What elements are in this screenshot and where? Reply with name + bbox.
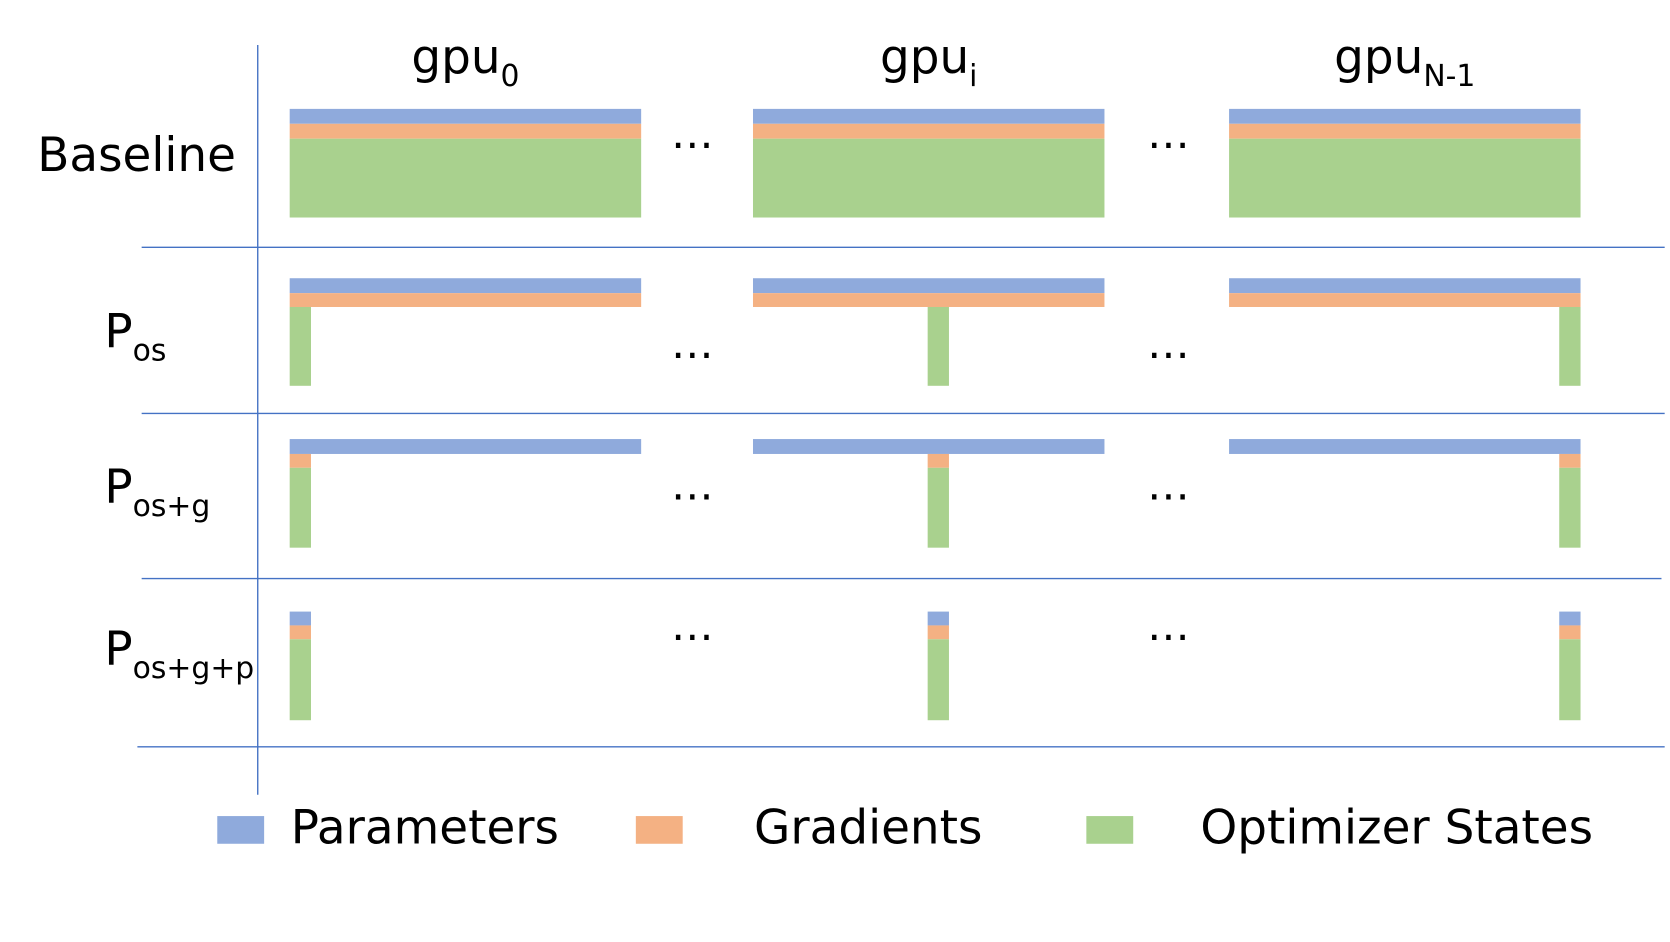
legend-label: Parameters xyxy=(291,801,559,855)
param-bar xyxy=(752,108,1105,124)
grad-bar xyxy=(289,625,311,640)
ellipsis: … xyxy=(1147,319,1190,369)
opt-bar xyxy=(1559,467,1581,548)
opt-bar xyxy=(289,467,311,548)
row-label-sub: os+g+p xyxy=(133,651,255,686)
row-label-base: P xyxy=(104,623,132,677)
param-bar xyxy=(289,108,642,124)
param-bar xyxy=(1559,611,1581,626)
opt-bar xyxy=(1559,306,1581,386)
column-header-sub: 0 xyxy=(501,58,520,93)
param-bar xyxy=(289,611,311,626)
row-label-base: Baseline xyxy=(37,128,236,182)
column-header: gpu0 xyxy=(411,30,519,93)
grad-bar xyxy=(752,293,1105,307)
grad-bar xyxy=(927,625,949,640)
grad-bar xyxy=(1229,293,1581,307)
opt-bar xyxy=(289,138,642,218)
legend-label: Optimizer States xyxy=(1200,801,1593,855)
ellipsis: … xyxy=(1147,461,1190,511)
grad-bar xyxy=(927,453,949,468)
opt-bar xyxy=(927,639,949,721)
grad-bar xyxy=(289,123,642,139)
row-label-sub: os xyxy=(133,333,167,368)
grad-bar xyxy=(1229,123,1581,139)
grad-bar xyxy=(289,453,311,468)
row-label: Pos+g xyxy=(104,461,210,524)
legend-swatch xyxy=(217,816,265,844)
row-label-sub: os+g xyxy=(133,489,211,524)
legend-swatch xyxy=(1086,816,1134,844)
column-header: gpui xyxy=(880,30,978,93)
row-label: Baseline xyxy=(37,128,236,182)
opt-bar xyxy=(289,639,311,721)
opt-bar xyxy=(1559,639,1581,721)
legend-label: Gradients xyxy=(754,801,982,855)
grad-bar xyxy=(1559,625,1581,640)
column-header-base: gpu xyxy=(1334,30,1423,84)
column-header-base: gpu xyxy=(880,30,969,84)
row-label-base: P xyxy=(104,461,132,515)
ellipsis: … xyxy=(671,601,714,651)
column-header-sub: N-1 xyxy=(1423,58,1475,93)
param-bar xyxy=(289,439,642,454)
opt-bar xyxy=(289,306,311,386)
param-bar xyxy=(927,611,949,626)
param-bar xyxy=(752,278,1105,294)
ellipsis: … xyxy=(671,461,714,511)
param-bar xyxy=(1229,439,1581,454)
param-bar xyxy=(1229,278,1581,294)
ellipsis: … xyxy=(1147,109,1190,159)
column-header-sub: i xyxy=(969,58,977,93)
param-bar xyxy=(1229,108,1581,124)
row-label: Pos+g+p xyxy=(104,623,254,686)
row-label: Pos xyxy=(104,305,166,368)
opt-bar xyxy=(927,467,949,548)
param-bar xyxy=(289,278,642,294)
row-label-base: P xyxy=(104,305,132,359)
opt-bar xyxy=(1229,138,1581,218)
opt-bar xyxy=(927,306,949,386)
ellipsis: … xyxy=(1147,601,1190,651)
param-bar xyxy=(752,439,1105,454)
opt-bar xyxy=(752,138,1105,218)
legend-swatch xyxy=(635,816,683,844)
column-header: gpuN-1 xyxy=(1334,30,1475,93)
grad-bar xyxy=(752,123,1105,139)
ellipsis: … xyxy=(671,109,714,159)
grad-bar xyxy=(289,293,642,307)
ellipsis: … xyxy=(671,319,714,369)
grad-bar xyxy=(1559,453,1581,468)
column-header-base: gpu xyxy=(411,30,500,84)
